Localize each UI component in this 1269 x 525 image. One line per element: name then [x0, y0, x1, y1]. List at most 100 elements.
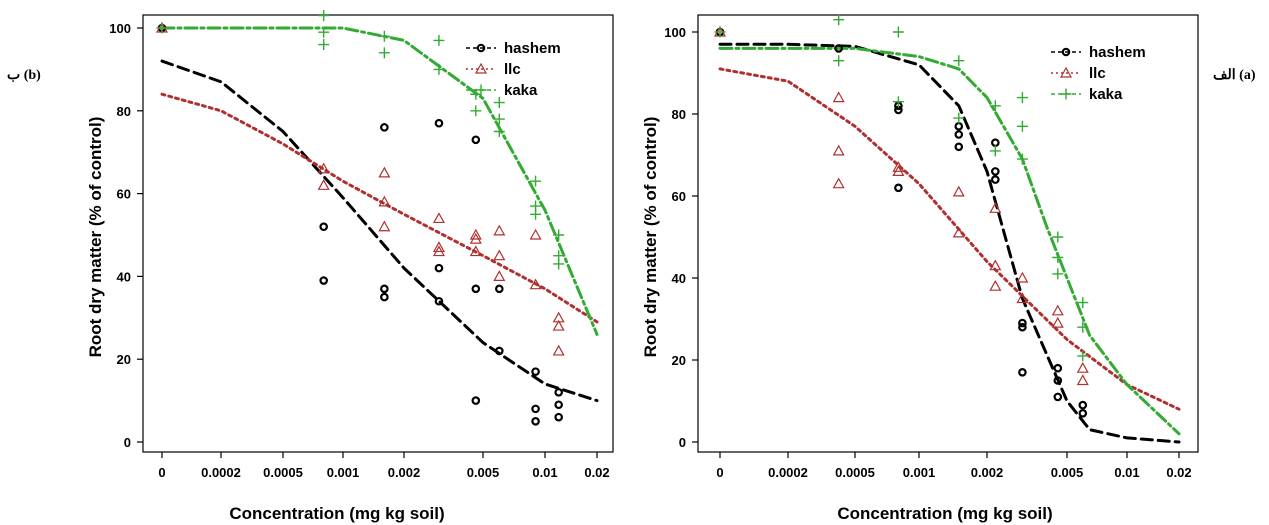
data-point-hashem	[954, 130, 964, 139]
data-point-llc	[1016, 271, 1029, 283]
legend: hashem llc kaka	[1051, 44, 1146, 103]
data-point-llc	[552, 344, 565, 356]
x-tick-label: 0.001	[903, 465, 936, 480]
data-point-hashem	[495, 284, 504, 294]
data-point-llc	[989, 259, 1002, 271]
data-point-hashem	[495, 346, 504, 356]
data-point-kaka	[1052, 252, 1064, 263]
data-point-llc	[317, 179, 330, 190]
data-point-llc	[1051, 316, 1064, 328]
data-point-llc	[1076, 374, 1089, 386]
data-point-hashem	[991, 138, 1000, 148]
data-point-hashem	[471, 284, 481, 294]
y-tick-label: 0	[679, 435, 686, 450]
legend-marker-hashem	[476, 43, 486, 53]
data-point-hashem	[954, 142, 964, 152]
data-point-hashem	[554, 412, 563, 422]
x-tick-label: 0.005	[467, 465, 500, 480]
data-point-kaka	[493, 126, 505, 137]
y-tick-label: 60	[117, 187, 131, 202]
data-point-hashem	[531, 404, 540, 414]
data-point-llc	[432, 245, 445, 257]
data-point-hashem	[434, 296, 444, 306]
data-point-llc	[832, 91, 845, 103]
data-point-kaka	[318, 10, 330, 22]
data-point-hashem	[319, 222, 328, 232]
y-tick-label: 100	[109, 21, 131, 36]
y-tick-label: 40	[117, 269, 131, 284]
data-point-llc	[989, 279, 1002, 291]
y-tick-label: 20	[117, 352, 131, 367]
data-point-kaka	[553, 229, 565, 241]
data-point-llc	[529, 228, 542, 240]
data-point-kaka	[1077, 297, 1089, 309]
data-point-kaka	[953, 55, 965, 67]
data-point-kaka	[989, 100, 1001, 112]
x-tick-label: 0.0002	[201, 465, 241, 480]
legend-label-llc: llc	[1089, 65, 1106, 82]
data-point-hashem	[954, 122, 964, 131]
data-point-hashem	[531, 416, 540, 426]
panel-b: ب (b) Concentration (mg kg soil) Root dr…	[7, 10, 614, 523]
legend-marker-hashem	[1061, 47, 1071, 57]
legend-label-llc: llc	[504, 61, 521, 78]
data-point-hashem	[1018, 367, 1027, 377]
axis-ticks: 0 0.0002 0.0005 0.001 0.002 0.005 0.01 0.02 0 20 4…	[109, 21, 609, 480]
data-point-kaka	[989, 145, 1001, 157]
data-point-kaka	[1016, 92, 1028, 104]
legend: hashem llc kaka	[466, 40, 561, 99]
data-point-llc	[469, 232, 482, 244]
data-point-hashem	[1053, 376, 1063, 385]
data-point-kaka	[892, 96, 904, 108]
data-point-hashem	[380, 292, 389, 302]
data-point-hashem	[1053, 363, 1063, 373]
data-point-llc	[989, 202, 1002, 213]
y-tick-label: 20	[672, 353, 686, 368]
data-point-kaka	[892, 26, 904, 38]
data-point-kaka	[378, 47, 390, 59]
data-point-hashem	[834, 44, 843, 53]
data-point-llc	[529, 278, 542, 290]
data-point-kaka	[378, 30, 390, 42]
data-point-llc	[892, 161, 905, 172]
legend-label-kaka: kaka	[1089, 86, 1123, 103]
data-point-hashem	[1078, 400, 1088, 410]
data-point-llc	[493, 249, 506, 261]
data-point-llc	[1076, 361, 1089, 373]
data-point-kaka	[156, 22, 168, 34]
data-point-llc	[552, 319, 565, 331]
data-point-hashem	[434, 263, 444, 273]
data-point-kaka	[1077, 321, 1089, 333]
x-tick-label: 0.001	[327, 465, 360, 480]
data-point-llc	[832, 177, 845, 189]
data-point-hashem	[1018, 318, 1027, 328]
data-point-llc	[832, 144, 845, 156]
data-point-hashem	[319, 276, 328, 285]
data-point-hashem	[434, 118, 444, 128]
data-point-kaka	[714, 26, 726, 38]
data-point-kaka	[833, 55, 845, 67]
data-point-kaka	[318, 26, 330, 38]
y-tick-label: 40	[672, 271, 686, 286]
data-point-hashem	[1078, 408, 1088, 418]
data-point-hashem	[380, 284, 389, 294]
legend-label-hashem: hashem	[1089, 44, 1146, 61]
y-axis-title: Root dry matter (% of control)	[86, 117, 105, 358]
y-tick-label: 0	[124, 435, 131, 450]
data-point-kaka	[433, 34, 445, 46]
plot-frame	[142, 14, 614, 453]
x-tick-label: 0.0005	[835, 465, 875, 480]
fitted-curves	[718, 42, 1181, 444]
y-tick-label: 80	[672, 107, 686, 122]
x-tick-label: 0	[716, 465, 723, 480]
axis-ticks: 0 0.0002 0.0005 0.001 0.002 0.005 0.01 0.02 0 20 4…	[664, 25, 1191, 480]
panel-tag: ب (b)	[7, 68, 41, 83]
data-point-llc	[493, 224, 506, 236]
data-point-llc	[493, 270, 506, 281]
data-point-llc	[892, 165, 905, 176]
data-points	[713, 14, 1089, 418]
plot-frame	[697, 14, 1199, 453]
data-point-llc	[432, 241, 445, 253]
x-tick-label: 0.01	[1114, 465, 1139, 480]
